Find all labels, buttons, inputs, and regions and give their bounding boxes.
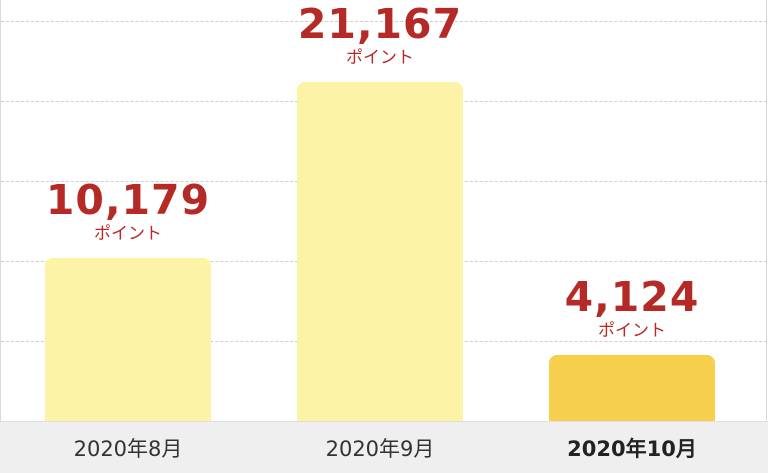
x-tick-label: 2020年8月 [73, 437, 183, 461]
unit-label: ポイント [346, 48, 414, 68]
x-tick-label: 2020年9月 [325, 437, 435, 461]
data-label: 21,167 [297, 0, 463, 48]
bar [45, 258, 211, 421]
bar [297, 82, 463, 421]
data-label: 10,179 [45, 176, 211, 224]
bar [549, 355, 715, 421]
unit-label: ポイント [598, 321, 666, 341]
data-label: 4,124 [564, 273, 700, 321]
x-axis-band [0, 421, 768, 473]
x-tick-label: 2020年10月 [567, 437, 697, 461]
gridline [1, 21, 767, 22]
unit-label: ポイント [94, 224, 162, 244]
